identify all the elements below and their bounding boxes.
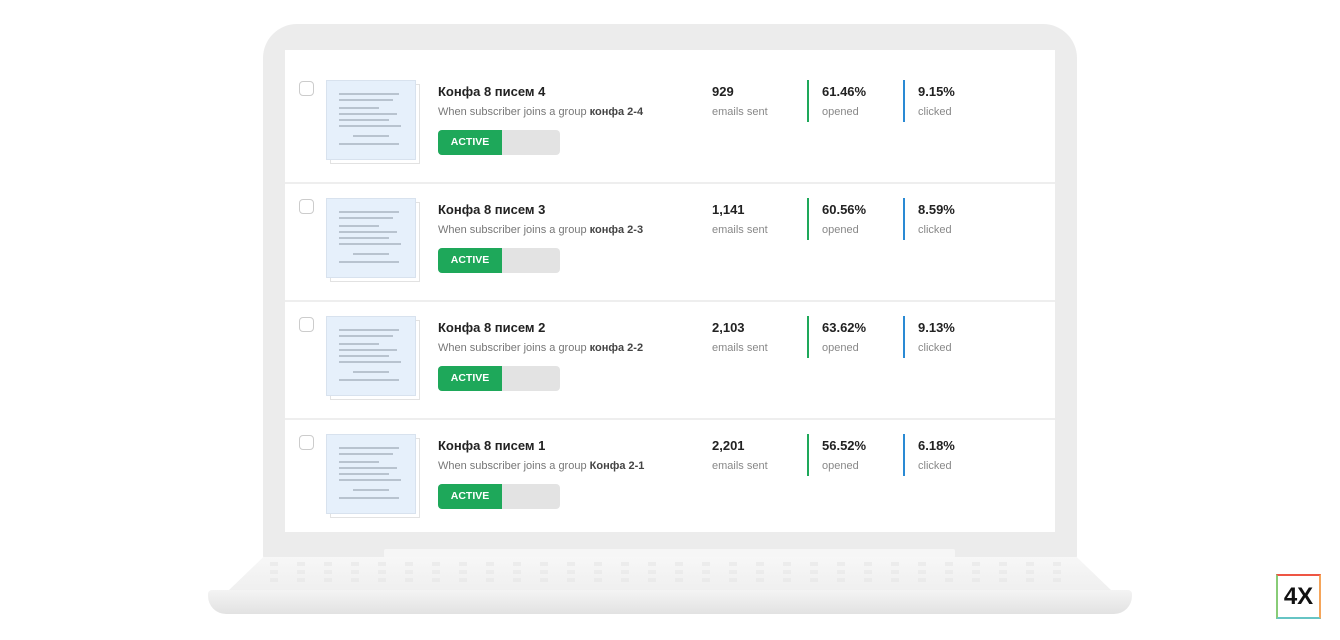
clicked-divider <box>903 80 905 122</box>
emails-sent-label: emails sent <box>712 224 768 236</box>
clicked-divider <box>903 198 905 240</box>
emails-sent-value: 929 <box>712 84 734 99</box>
workflow-trigger: When subscriber joins a group конфа 2-3 <box>438 224 644 236</box>
row-checkbox[interactable] <box>299 317 314 332</box>
workflow-title[interactable]: Конфа 8 писем 2 <box>438 320 546 335</box>
row-checkbox[interactable] <box>299 81 314 96</box>
status-toggle[interactable]: ACTIVE <box>438 130 560 155</box>
emails-sent-value: 2,201 <box>712 438 745 453</box>
workflow-trigger: When subscriber joins a group конфа 2-4 <box>438 106 644 118</box>
status-badge: ACTIVE <box>438 248 502 273</box>
clicked-divider <box>903 316 905 358</box>
emails-sent-label: emails sent <box>712 106 768 118</box>
workflow-row[interactable]: Конфа 8 писем 3 When subscriber joins a … <box>285 182 1055 302</box>
emails-sent-label: emails sent <box>712 460 768 472</box>
emails-sent-value: 2,103 <box>712 320 745 335</box>
clicked-value: 6.18% <box>918 438 955 453</box>
emails-sent-label: emails sent <box>712 342 768 354</box>
clicked-value: 9.13% <box>918 320 955 335</box>
opened-divider <box>807 316 809 358</box>
email-preview-thumbnail[interactable] <box>326 434 416 514</box>
status-toggle[interactable]: ACTIVE <box>438 484 560 509</box>
opened-value: 56.52% <box>822 438 867 453</box>
opened-divider <box>807 198 809 240</box>
opened-value: 60.56% <box>822 202 867 217</box>
opened-label: opened <box>822 106 859 118</box>
workflow-title[interactable]: Конфа 8 писем 3 <box>438 202 546 217</box>
clicked-label: clicked <box>918 342 952 354</box>
emails-sent-value: 1,141 <box>712 202 745 217</box>
status-toggle[interactable]: ACTIVE <box>438 248 560 273</box>
workflow-row[interactable]: Конфа 8 писем 2 When subscriber joins a … <box>285 300 1055 420</box>
clicked-divider <box>903 434 905 476</box>
status-toggle[interactable]: ACTIVE <box>438 366 560 391</box>
row-checkbox[interactable] <box>299 199 314 214</box>
status-badge: ACTIVE <box>438 484 502 509</box>
opened-value: 63.62% <box>822 320 867 335</box>
workflow-title[interactable]: Конфа 8 писем 1 <box>438 438 546 453</box>
opened-label: opened <box>822 460 859 472</box>
laptop-hinge <box>384 549 955 558</box>
status-badge: ACTIVE <box>438 130 502 155</box>
clicked-value: 9.15% <box>918 84 955 99</box>
opened-divider <box>807 80 809 122</box>
opened-divider <box>807 434 809 476</box>
workflow-title[interactable]: Конфа 8 писем 4 <box>438 84 546 99</box>
opened-value: 61.46% <box>822 84 867 99</box>
clicked-label: clicked <box>918 460 952 472</box>
clicked-label: clicked <box>918 224 952 236</box>
clicked-value: 8.59% <box>918 202 955 217</box>
clicked-label: clicked <box>918 106 952 118</box>
status-badge: ACTIVE <box>438 366 502 391</box>
workflow-trigger: When subscriber joins a group конфа 2-2 <box>438 342 644 354</box>
opened-label: opened <box>822 224 859 236</box>
screen: Конфа 8 писем 4 When subscriber joins a … <box>285 50 1055 532</box>
workflow-row[interactable]: Конфа 8 писем 1 When subscriber joins a … <box>285 418 1055 532</box>
brand-logo: 4X <box>1276 574 1321 619</box>
email-preview-thumbnail[interactable] <box>326 316 416 396</box>
workflow-row[interactable]: Конфа 8 писем 4 When subscriber joins a … <box>285 64 1055 184</box>
email-preview-thumbnail[interactable] <box>326 198 416 278</box>
laptop-base <box>208 590 1132 614</box>
row-checkbox[interactable] <box>299 435 314 450</box>
workflow-trigger: When subscriber joins a group Конфа 2-1 <box>438 460 645 472</box>
opened-label: opened <box>822 342 859 354</box>
email-preview-thumbnail[interactable] <box>326 80 416 160</box>
laptop-keyboard <box>270 562 1070 582</box>
